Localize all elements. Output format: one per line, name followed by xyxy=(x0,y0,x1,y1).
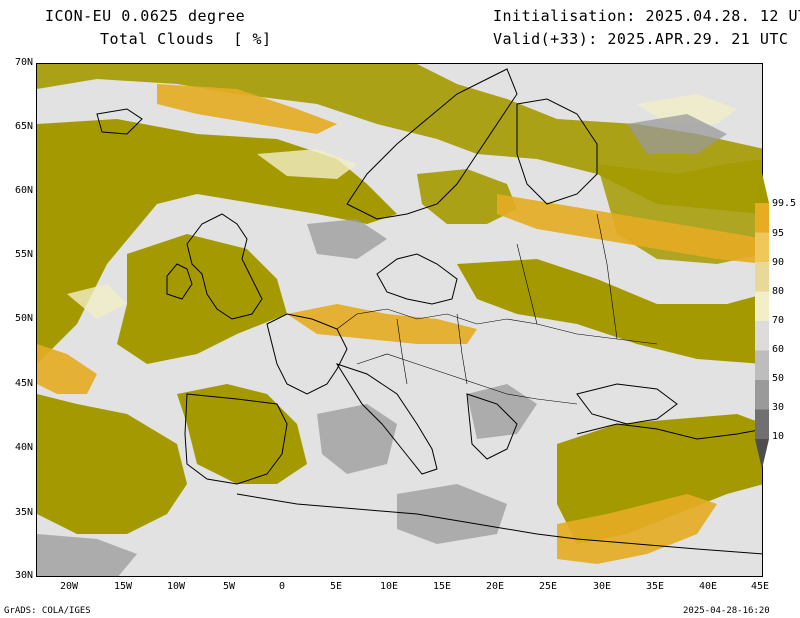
lat-label-30n: 30N xyxy=(14,570,33,581)
lon-label-20w: 20W xyxy=(59,581,79,592)
lat-label-35n: 35N xyxy=(14,507,33,518)
colorbar-swatch xyxy=(755,262,769,292)
lon-label-0: 0 xyxy=(278,581,286,592)
colorbar-swatch xyxy=(755,291,769,321)
colorbar-swatch xyxy=(755,380,769,410)
lon-label-5w: 5W xyxy=(222,581,236,592)
colorbar-label-50: 50 xyxy=(772,373,785,384)
lon-label-35e: 35E xyxy=(645,581,665,592)
footer-software: GrADS: COLA/IGES xyxy=(4,606,91,616)
colorbar-swatch xyxy=(755,173,769,203)
colorbar xyxy=(755,173,769,469)
cloud-field xyxy=(37,64,762,544)
colorbar-label-10: 10 xyxy=(772,431,785,442)
cloud-cover-map[interactable] xyxy=(36,63,763,577)
lon-label-45e: 45E xyxy=(750,581,770,592)
colorbar-swatch xyxy=(755,350,769,380)
map-variable: Total Clouds [ %] xyxy=(100,30,272,48)
cloud-field-grey xyxy=(37,114,727,576)
colorbar-label-60: 60 xyxy=(772,344,785,355)
lon-label-20e: 20E xyxy=(485,581,505,592)
lat-label-45n: 45N xyxy=(14,378,33,389)
lat-label-55n: 55N xyxy=(14,249,33,260)
lat-label-50n: 50N xyxy=(14,313,33,324)
country-borders xyxy=(336,213,658,405)
cloud-field-medium xyxy=(37,84,762,564)
lat-label-40n: 40N xyxy=(14,442,33,453)
lon-label-5e: 5E xyxy=(329,581,343,592)
lon-label-15w: 15W xyxy=(113,581,133,592)
lon-label-25e: 25E xyxy=(538,581,558,592)
colorbar-label-70: 70 xyxy=(772,315,785,326)
valid-time: Valid(+33): 2025.APR.29. 21 UTC xyxy=(493,30,789,48)
lon-label-40e: 40E xyxy=(698,581,718,592)
lon-label-10w: 10W xyxy=(166,581,186,592)
cloud-field-light xyxy=(67,94,737,319)
colorbar-swatch xyxy=(755,439,769,469)
colorbar-swatch xyxy=(755,232,769,262)
colorbar-swatch xyxy=(755,321,769,351)
lon-label-15e: 15E xyxy=(432,581,452,592)
lon-label-30e: 30E xyxy=(592,581,612,592)
map-canvas xyxy=(37,64,762,576)
coastlines xyxy=(96,68,762,555)
colorbar-label-95: 95 xyxy=(772,228,785,239)
initialisation-time: Initialisation: 2025.04.28. 12 UTC xyxy=(493,7,800,25)
lat-label-70n: 70N xyxy=(14,57,33,68)
lat-label-65n: 65N xyxy=(14,121,33,132)
map-title: ICON-EU 0.0625 degree xyxy=(45,7,246,25)
lat-label-60n: 60N xyxy=(14,185,33,196)
lon-label-10e: 10E xyxy=(379,581,399,592)
colorbar-label-90: 90 xyxy=(772,257,785,268)
colorbar-label-99-5: 99.5 xyxy=(772,198,797,209)
colorbar-label-80: 80 xyxy=(772,286,785,297)
colorbar-swatch xyxy=(755,409,769,439)
footer-timestamp: 2025-04-28-16:20 xyxy=(683,606,770,616)
colorbar-swatch xyxy=(755,203,769,233)
colorbar-label-30: 30 xyxy=(772,402,785,413)
